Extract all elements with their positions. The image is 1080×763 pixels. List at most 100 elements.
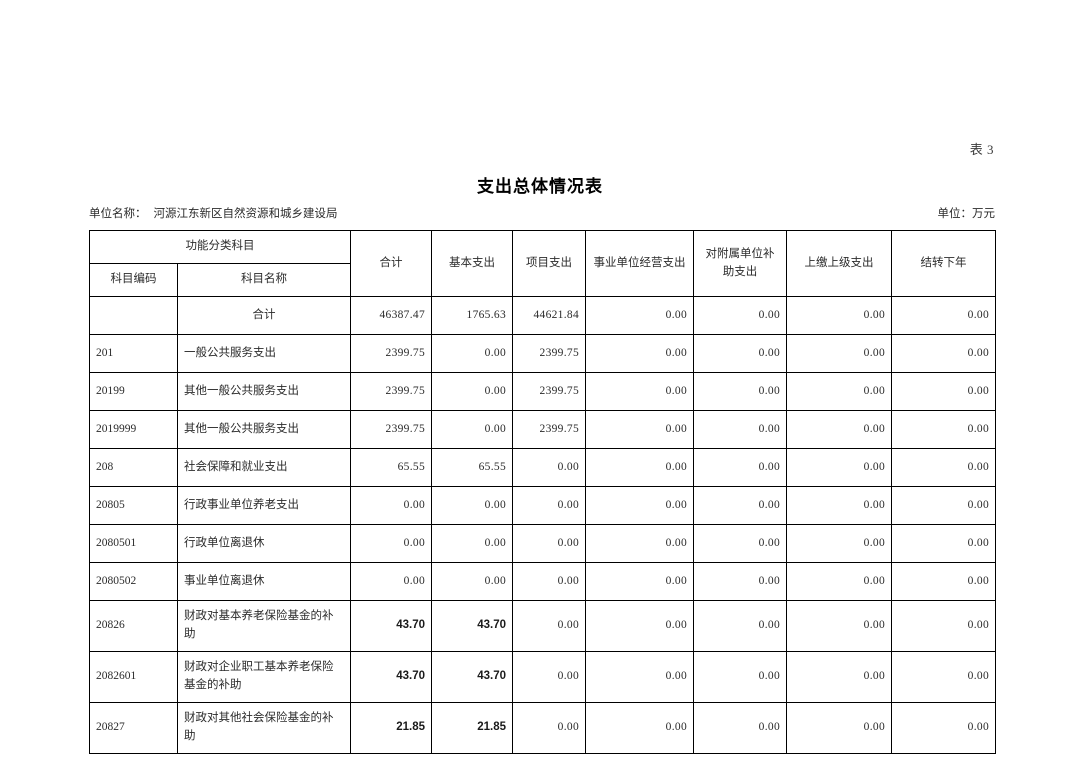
unit-name-block: 单位名称： 河源江东新区自然资源和城乡建设局	[89, 205, 338, 221]
unit-name-value: 河源江东新区自然资源和城乡建设局	[153, 208, 338, 220]
cell-basic-expenditure: 0.00	[431, 562, 513, 601]
table-row: 2082601 财政对企业职工基本养老保险基金的补助 43.70 43.70 0.00 0…	[89, 651, 996, 703]
cell-project-expenditure: 44621.84	[512, 296, 586, 335]
cell-operating-expenditure: 0.00	[585, 334, 694, 373]
cell-subject-code: 208	[89, 448, 178, 487]
cell-subsidy-to-affiliated: 0.00	[693, 372, 787, 411]
cell-total: 2399.75	[350, 372, 432, 411]
cell-subject-code: 20199	[89, 372, 178, 411]
cell-basic-expenditure: 0.00	[431, 524, 513, 563]
header-subject-name: 科目名称	[177, 263, 351, 297]
cell-paid-to-superior: 0.00	[786, 486, 892, 525]
cell-subsidy-to-affiliated: 0.00	[693, 296, 787, 335]
table-row: 2080502 事业单位离退休 0.00 0.00 0.00 0.00 0.00 0.00 0.…	[89, 562, 996, 601]
cell-subject-name: 其他一般公共服务支出	[177, 372, 351, 411]
cell-basic-expenditure: 0.00	[431, 410, 513, 449]
cell-subsidy-to-affiliated: 0.00	[693, 600, 787, 652]
cell-total: 2399.75	[350, 334, 432, 373]
cell-subsidy-to-affiliated: 0.00	[693, 410, 787, 449]
cell-subsidy-to-affiliated: 0.00	[693, 448, 787, 487]
cell-project-expenditure: 0.00	[512, 702, 586, 754]
cell-paid-to-superior: 0.00	[786, 562, 892, 601]
cell-operating-expenditure: 0.00	[585, 410, 694, 449]
cell-paid-to-superior: 0.00	[786, 702, 892, 754]
amount-unit-label: 单位：万元	[937, 208, 996, 220]
cell-basic-expenditure: 21.85	[431, 702, 513, 754]
cell-project-expenditure: 0.00	[512, 448, 586, 487]
table-row: 201 一般公共服务支出 2399.75 0.00 2399.75 0.00 0.00 0.0…	[89, 334, 996, 373]
cell-subject-code: 2082601	[89, 651, 178, 703]
table-row: 2080501 行政单位离退休 0.00 0.00 0.00 0.00 0.00 0.00 0.…	[89, 524, 996, 563]
cell-carry-forward: 0.00	[891, 524, 996, 563]
cell-subject-code: 2080501	[89, 524, 178, 563]
cell-carry-forward: 0.00	[891, 562, 996, 601]
cell-operating-expenditure: 0.00	[585, 600, 694, 652]
header-paid-to-superior: 上缴上级支出	[786, 230, 892, 297]
cell-total: 0.00	[350, 562, 432, 601]
cell-subject-name: 合计	[177, 296, 351, 335]
cell-subject-code: 20805	[89, 486, 178, 525]
cell-operating-expenditure: 0.00	[585, 448, 694, 487]
cell-total: 21.85	[350, 702, 432, 754]
expenditure-summary-table: 功能分类科目 合计 基本支出 项目支出 事业单位经营支出 对附属单位补助支出 上…	[89, 230, 996, 754]
cell-total: 0.00	[350, 524, 432, 563]
table-row: 20826 财政对基本养老保险基金的补助 43.70 43.70 0.00 0.00 0.0…	[89, 600, 996, 652]
cell-subject-name: 财政对企业职工基本养老保险基金的补助	[177, 651, 351, 703]
cell-project-expenditure: 0.00	[512, 486, 586, 525]
cell-subject-name: 其他一般公共服务支出	[177, 410, 351, 449]
cell-basic-expenditure: 65.55	[431, 448, 513, 487]
cell-operating-expenditure: 0.00	[585, 702, 694, 754]
cell-project-expenditure: 0.00	[512, 651, 586, 703]
cell-paid-to-superior: 0.00	[786, 600, 892, 652]
cell-project-expenditure: 0.00	[512, 600, 586, 652]
cell-operating-expenditure: 0.00	[585, 486, 694, 525]
meta-row: 单位名称： 河源江东新区自然资源和城乡建设局 单位：万元	[89, 205, 995, 221]
cell-carry-forward: 0.00	[891, 372, 996, 411]
header-subsidy-to-affiliated: 对附属单位补助支出	[693, 230, 787, 297]
header-subject-code: 科目编码	[89, 263, 178, 297]
table-header-row-sub: 科目编码 科目名称	[89, 263, 996, 297]
cell-paid-to-superior: 0.00	[786, 334, 892, 373]
cell-project-expenditure: 0.00	[512, 524, 586, 563]
cell-subsidy-to-affiliated: 0.00	[693, 334, 787, 373]
cell-subsidy-to-affiliated: 0.00	[693, 651, 787, 703]
cell-subject-code: 2019999	[89, 410, 178, 449]
header-operating-expenditure: 事业单位经营支出	[585, 230, 694, 297]
cell-paid-to-superior: 0.00	[786, 651, 892, 703]
cell-subject-name: 一般公共服务支出	[177, 334, 351, 373]
header-function-category-group: 功能分类科目	[89, 230, 351, 264]
cell-subsidy-to-affiliated: 0.00	[693, 702, 787, 754]
cell-project-expenditure: 2399.75	[512, 372, 586, 411]
cell-operating-expenditure: 0.00	[585, 296, 694, 335]
cell-operating-expenditure: 0.00	[585, 562, 694, 601]
cell-basic-expenditure: 1765.63	[431, 296, 513, 335]
cell-subject-code: 20827	[89, 702, 178, 754]
cell-total: 43.70	[350, 600, 432, 652]
cell-project-expenditure: 2399.75	[512, 334, 586, 373]
cell-project-expenditure: 0.00	[512, 562, 586, 601]
cell-total: 46387.47	[350, 296, 432, 335]
cell-paid-to-superior: 0.00	[786, 372, 892, 411]
unit-name-label: 单位名称：	[89, 208, 147, 220]
cell-subject-name: 财政对基本养老保险基金的补助	[177, 600, 351, 652]
cell-basic-expenditure: 43.70	[431, 651, 513, 703]
cell-subject-name: 事业单位离退休	[177, 562, 351, 601]
cell-paid-to-superior: 0.00	[786, 524, 892, 563]
cell-basic-expenditure: 43.70	[431, 600, 513, 652]
cell-subject-code: 20826	[89, 600, 178, 652]
cell-subject-name: 行政单位离退休	[177, 524, 351, 563]
cell-operating-expenditure: 0.00	[585, 651, 694, 703]
cell-subject-name: 行政事业单位养老支出	[177, 486, 351, 525]
table-row: 2019999 其他一般公共服务支出 2399.75 0.00 2399.75 0.00 0…	[89, 410, 996, 449]
header-basic-expenditure: 基本支出	[431, 230, 513, 297]
cell-paid-to-superior: 0.00	[786, 296, 892, 335]
cell-subsidy-to-affiliated: 0.00	[693, 486, 787, 525]
cell-operating-expenditure: 0.00	[585, 524, 694, 563]
cell-carry-forward: 0.00	[891, 296, 996, 335]
cell-basic-expenditure: 0.00	[431, 486, 513, 525]
cell-carry-forward: 0.00	[891, 334, 996, 373]
table-header-row-group: 功能分类科目 合计 基本支出 项目支出 事业单位经营支出 对附属单位补助支出 上…	[89, 230, 996, 297]
header-total: 合计	[350, 230, 432, 297]
cell-paid-to-superior: 0.00	[786, 448, 892, 487]
